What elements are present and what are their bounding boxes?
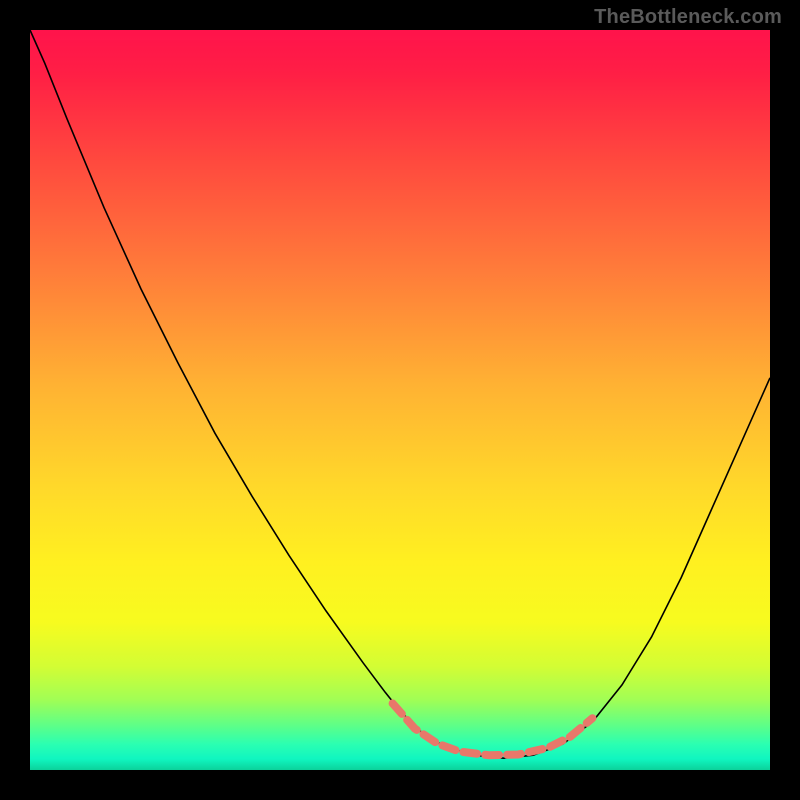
attribution-text: TheBottleneck.com — [594, 6, 782, 29]
bottleneck-chart — [0, 0, 800, 800]
chart-background — [30, 30, 770, 770]
